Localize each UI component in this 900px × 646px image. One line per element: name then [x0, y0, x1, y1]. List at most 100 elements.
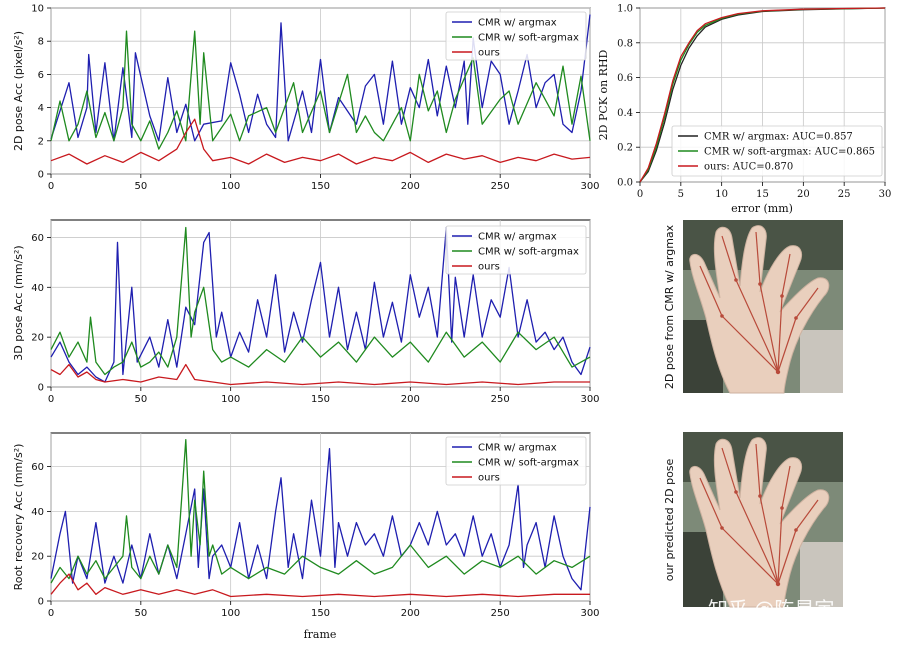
x-tick-label: 0 [48, 181, 54, 192]
x-tick-label: 100 [221, 608, 240, 619]
y-tick-label: 20 [31, 552, 44, 563]
hand-shape [689, 437, 830, 608]
y-tick-label: 40 [31, 507, 44, 518]
skeleton-bone [699, 265, 723, 317]
skeleton-joint [794, 528, 798, 532]
series-line-ours [50, 118, 591, 165]
legend: CMR w/ argmax CMR w/ soft-argmax ours [445, 225, 587, 275]
legend: CMR w/ argmax CMR w/ soft-argmax ours [445, 436, 587, 486]
series-group [50, 14, 591, 165]
x-tick-label: 250 [491, 608, 510, 619]
skeleton-bone [721, 235, 737, 281]
legend: CMR w/ argmax: AUC=0.857 CMR w/ soft-argm… [671, 125, 883, 177]
watermark: 知乎 @陈星宇 [708, 597, 834, 621]
x-tick-label: 0 [637, 189, 643, 200]
hand-photo-cmr: 2D pose from CMR w/ argmax [663, 220, 843, 394]
y-tick-label: 0.6 [617, 73, 633, 84]
legend-box [445, 225, 587, 275]
x-tick-label: 10 [715, 189, 728, 200]
y-ticks: 0 20 40 60 [31, 462, 51, 608]
x-axis-label: error (mm) [731, 202, 793, 215]
skeleton-joint [734, 278, 738, 282]
legend-box [445, 436, 587, 486]
y-ticks: 0.0 0.2 0.4 0.6 0.8 1.0 [617, 4, 640, 189]
skeleton-bone [735, 491, 779, 585]
legend-label: ours [478, 473, 500, 484]
series-line-ours [639, 7, 886, 183]
y-tick-label: 60 [31, 233, 44, 244]
skeleton-bone [721, 315, 779, 373]
series-line-cmr-w-soft-argmax [50, 30, 591, 150]
x-tick-label: 0 [48, 608, 54, 619]
photo-label: our predicted 2D pose [663, 458, 676, 581]
y-tick-label: 2 [38, 136, 44, 147]
x-tick-label: 150 [311, 394, 330, 405]
y-ticks: 0 2 4 6 8 10 [31, 4, 51, 181]
legend-label: CMR w/ argmax [478, 232, 557, 243]
x-tick-label: 5 [678, 189, 684, 200]
series-line-ours [50, 573, 590, 598]
y-tick-label: 0.2 [617, 143, 633, 154]
skeleton-joint [758, 494, 762, 498]
skeleton-bone [781, 253, 791, 297]
photo-bright-right [800, 542, 843, 607]
x-tick-label: 200 [401, 181, 420, 192]
skeleton-bone [759, 283, 779, 373]
x-tick-label: 150 [311, 608, 330, 619]
x-tick-label: 300 [580, 181, 599, 192]
skeleton-bone [777, 317, 797, 373]
x-axis-label: frame [304, 628, 337, 641]
x-tick-label: 50 [134, 394, 147, 405]
skeleton-joint [775, 369, 781, 375]
y-tick-label: 0.8 [617, 38, 633, 49]
grid [50, 220, 591, 388]
y-tick-label: 0 [38, 597, 44, 608]
x-tick-label: 50 [134, 608, 147, 619]
y-axis-label: Root recovery Acc (mm/s²) [12, 444, 25, 591]
skeleton-bone [755, 443, 761, 497]
x-tick-label: 100 [221, 394, 240, 405]
x-ticks: 0 50 100 150 200 250 300 [48, 387, 600, 405]
skeleton-bone [699, 477, 723, 529]
skeleton-joint [758, 282, 762, 286]
skeleton-bone [759, 495, 779, 585]
photo-bright-right [800, 330, 843, 393]
y-tick-label: 0.0 [617, 178, 633, 189]
series-line-cmr-w-soft-argmax [50, 439, 591, 584]
x-tick-label: 50 [134, 181, 147, 192]
y-tick-label: 4 [38, 103, 44, 114]
skeleton-joint [734, 490, 738, 494]
y-axis-label: 2D pose Acc (pixel/s²) [12, 31, 25, 151]
series-group [639, 7, 886, 183]
x-tick-label: 150 [311, 181, 330, 192]
x-tick-label: 250 [491, 394, 510, 405]
x-tick-label: 25 [838, 189, 851, 200]
legend-label: CMR w/ argmax [478, 443, 557, 454]
skeleton-joint [794, 316, 798, 320]
y-axis-label: 2D PCK on RHD [597, 49, 610, 140]
y-tick-label: 0 [38, 170, 44, 181]
y-ticks: 0 20 40 60 [31, 233, 51, 394]
y-tick-label: 0.4 [617, 108, 633, 119]
legend-label: ours [478, 262, 500, 273]
y-tick-label: 6 [38, 70, 44, 81]
series-line-cmr-w-argmax [50, 14, 591, 142]
legend-label: CMR w/ soft-argmax [478, 247, 579, 258]
legend-label: CMR w/ soft-argmax: AUC=0.865 [704, 147, 875, 158]
x-tick-label: 300 [580, 394, 599, 405]
skeleton-joint [780, 506, 784, 510]
skeleton-joint [720, 526, 724, 530]
skeleton-bone [777, 507, 783, 585]
x-tick-label: 300 [580, 608, 599, 619]
x-tick-label: 30 [879, 189, 892, 200]
skeleton-joint [780, 294, 784, 298]
x-ticks: 0 5 10 15 20 25 30 [637, 182, 892, 200]
chart-2d-pose-acc: 0 50 100 150 200 250 300 0 2 4 6 8 10 2D pose Acc (… [12, 4, 600, 193]
skeleton-joint [720, 314, 724, 318]
x-tick-label: 250 [491, 181, 510, 192]
hand-photo-ours: our predicted 2D pose [663, 432, 843, 608]
y-tick-label: 20 [31, 333, 44, 344]
legend-label: CMR w/ argmax [478, 18, 557, 29]
skeleton-joint [775, 581, 781, 587]
